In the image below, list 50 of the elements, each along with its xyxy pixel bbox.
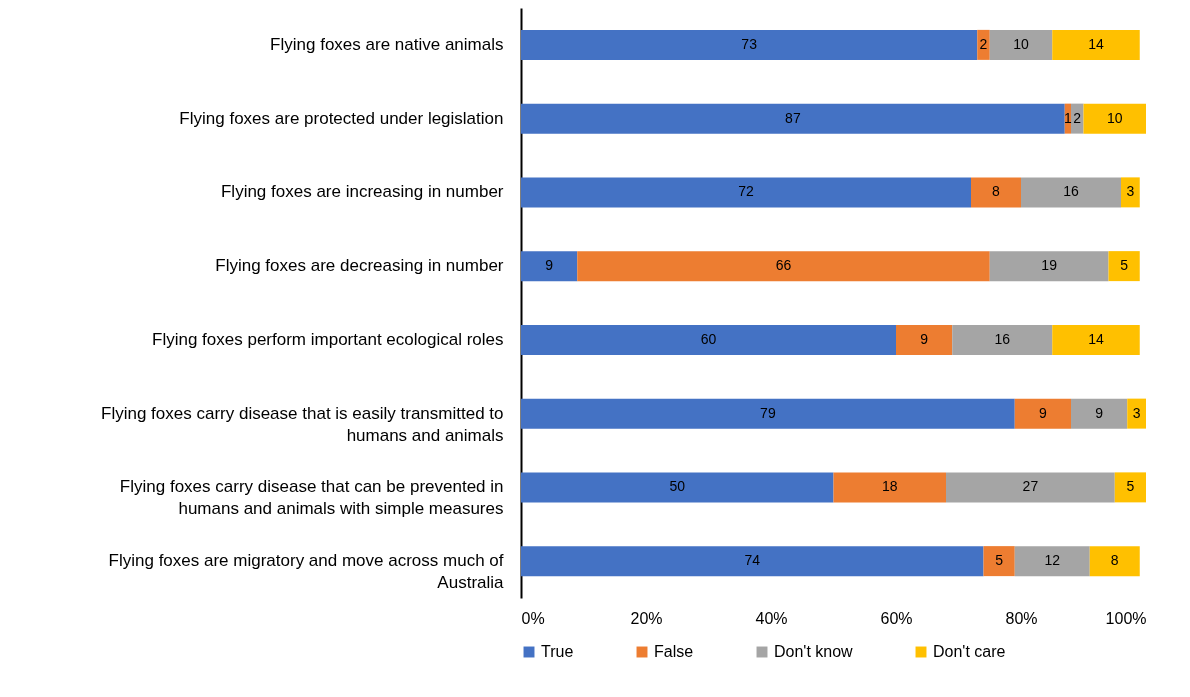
- data-label: 79: [760, 404, 776, 421]
- data-label: 72: [738, 183, 754, 200]
- x-tick-label: 80%: [1005, 609, 1038, 627]
- data-label: 74: [744, 552, 761, 569]
- data-label: 10: [1106, 109, 1123, 126]
- data-label: 5: [995, 552, 1004, 569]
- data-label: 16: [994, 330, 1011, 347]
- data-label: 3: [1132, 404, 1141, 421]
- x-tick-label: 60%: [880, 609, 913, 627]
- data-label: 9: [1038, 404, 1047, 421]
- data-label: 9: [920, 330, 929, 347]
- data-label: 9: [545, 257, 554, 274]
- y-tick-label: Flying foxes are decreasing in number: [215, 256, 504, 276]
- data-label: 16: [1063, 183, 1079, 200]
- y-tick-label: Flying foxes are increasing in number: [220, 182, 504, 202]
- data-label: 14: [1088, 330, 1104, 347]
- data-label: 2: [979, 35, 988, 52]
- x-tick-label: 20%: [630, 609, 663, 627]
- y-tick-label: Flying foxes are migratory and move across much of Australia: [108, 551, 505, 593]
- y-tick-label: Flying foxes carry disease that is easily transmitted to humans and animals: [101, 403, 504, 445]
- y-tick-label: Flying foxes are protected under legislation: [179, 108, 504, 128]
- data-label: 27: [1022, 478, 1039, 495]
- x-tick-label: 40%: [755, 609, 788, 627]
- legend-label: Don't know: [774, 643, 854, 660]
- data-label: 3: [1126, 183, 1135, 200]
- y-tick-label: Flying foxes carry disease that can be prevented in humans and animals with simple measures: [119, 477, 504, 519]
- legend-label: False: [654, 643, 694, 660]
- legend-label: True: [541, 643, 574, 660]
- data-label: 73: [741, 35, 758, 52]
- data-label: 87: [785, 109, 801, 126]
- data-label: 66: [775, 257, 792, 274]
- data-label: 8: [992, 183, 1001, 200]
- data-label: 10: [1013, 35, 1029, 52]
- data-label: 50: [669, 478, 686, 495]
- data-label: 12: [1044, 552, 1061, 569]
- data-label: 9: [1095, 404, 1104, 421]
- y-tick-label: Flying foxes are native animals: [270, 34, 504, 54]
- data-label: 8: [1110, 552, 1119, 569]
- data-label: 1: [1063, 109, 1072, 126]
- x-tick-label: 100%: [1105, 609, 1147, 627]
- data-label: 5: [1126, 478, 1135, 495]
- data-label: 14: [1088, 35, 1104, 52]
- data-label: 60: [700, 330, 717, 347]
- legend-label: Don't care: [933, 643, 1006, 660]
- x-tick-label: 0%: [521, 609, 545, 627]
- data-label: 18: [881, 478, 898, 495]
- data-label: 2: [1073, 109, 1082, 126]
- data-label: 5: [1120, 257, 1129, 274]
- data-label: 19: [1041, 257, 1058, 274]
- y-tick-label: Flying foxes perform important ecological roles: [152, 329, 504, 349]
